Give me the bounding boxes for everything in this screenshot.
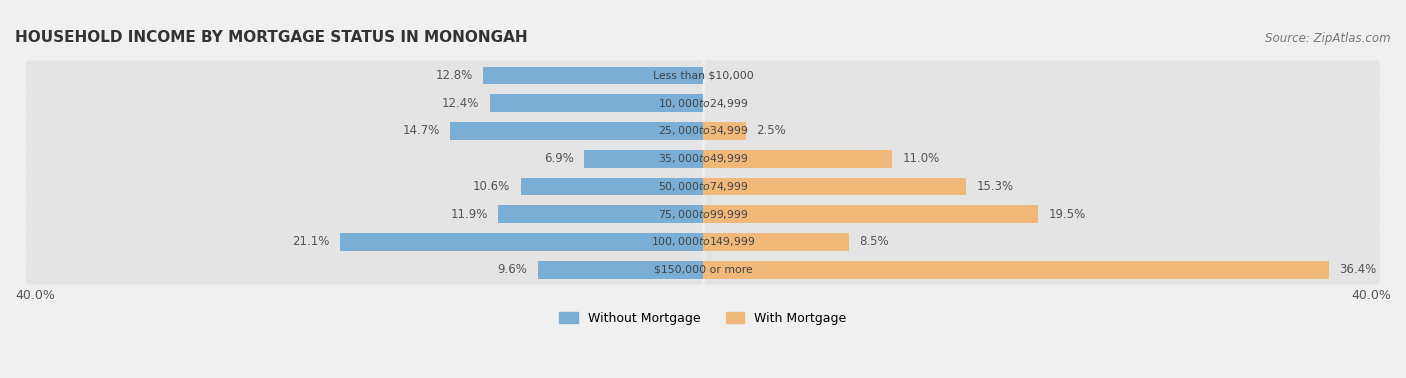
Text: 11.9%: 11.9%	[451, 208, 488, 221]
FancyBboxPatch shape	[27, 227, 1379, 257]
Legend: Without Mortgage, With Mortgage: Without Mortgage, With Mortgage	[554, 307, 852, 330]
Text: 6.9%: 6.9%	[544, 152, 574, 165]
Bar	[703, 233, 849, 251]
Text: 11.0%: 11.0%	[903, 152, 939, 165]
Bar	[703, 178, 966, 195]
Text: 36.4%: 36.4%	[1340, 263, 1376, 276]
FancyBboxPatch shape	[27, 116, 1379, 146]
Bar	[703, 261, 1329, 279]
Text: 12.4%: 12.4%	[441, 97, 479, 110]
FancyBboxPatch shape	[27, 60, 1379, 90]
Text: $10,000 to $24,999: $10,000 to $24,999	[658, 97, 748, 110]
Bar	[538, 261, 703, 279]
Bar	[340, 233, 703, 251]
FancyBboxPatch shape	[27, 172, 1379, 201]
Text: $25,000 to $34,999: $25,000 to $34,999	[658, 124, 748, 138]
Text: $150,000 or more: $150,000 or more	[654, 265, 752, 275]
Bar	[585, 150, 703, 167]
Bar	[489, 94, 703, 112]
Text: 40.0%: 40.0%	[1351, 289, 1391, 302]
Bar	[498, 205, 703, 223]
Text: 8.5%: 8.5%	[859, 235, 889, 248]
Bar	[520, 178, 703, 195]
Text: $100,000 to $149,999: $100,000 to $149,999	[651, 235, 755, 248]
Text: Source: ZipAtlas.com: Source: ZipAtlas.com	[1265, 32, 1391, 45]
Text: 21.1%: 21.1%	[292, 235, 330, 248]
Text: 2.5%: 2.5%	[756, 124, 786, 138]
Bar	[450, 122, 703, 140]
FancyBboxPatch shape	[27, 255, 1379, 285]
Text: $75,000 to $99,999: $75,000 to $99,999	[658, 208, 748, 221]
FancyBboxPatch shape	[27, 88, 1379, 118]
FancyBboxPatch shape	[27, 199, 1379, 229]
Text: 19.5%: 19.5%	[1049, 208, 1085, 221]
Text: $50,000 to $74,999: $50,000 to $74,999	[658, 180, 748, 193]
Bar	[482, 67, 703, 84]
Text: HOUSEHOLD INCOME BY MORTGAGE STATUS IN MONONGAH: HOUSEHOLD INCOME BY MORTGAGE STATUS IN M…	[15, 30, 527, 45]
Text: 40.0%: 40.0%	[15, 289, 55, 302]
Text: 12.8%: 12.8%	[436, 69, 472, 82]
FancyBboxPatch shape	[27, 144, 1379, 174]
Bar	[703, 122, 747, 140]
Text: $35,000 to $49,999: $35,000 to $49,999	[658, 152, 748, 165]
Text: 14.7%: 14.7%	[402, 124, 440, 138]
Text: 10.6%: 10.6%	[472, 180, 510, 193]
Bar	[703, 150, 893, 167]
Bar	[703, 205, 1039, 223]
Text: Less than $10,000: Less than $10,000	[652, 70, 754, 81]
Text: 9.6%: 9.6%	[498, 263, 527, 276]
Text: 15.3%: 15.3%	[977, 180, 1014, 193]
